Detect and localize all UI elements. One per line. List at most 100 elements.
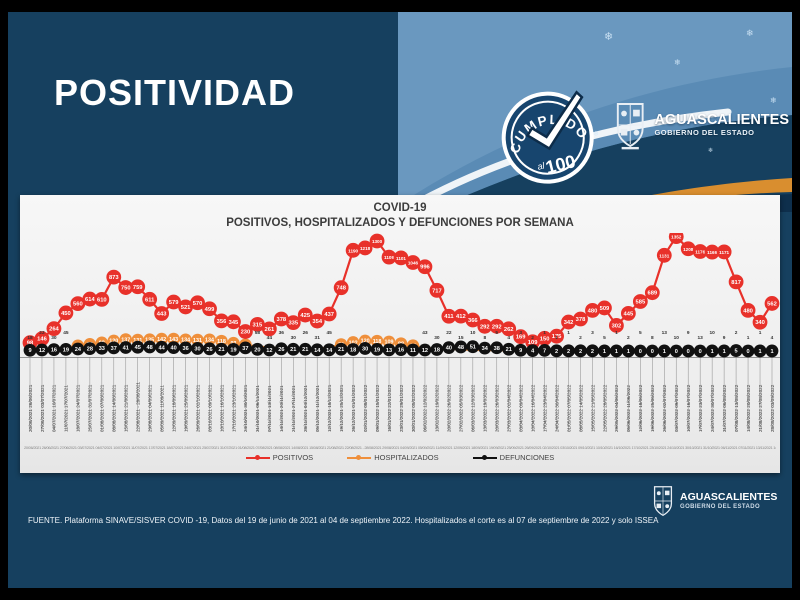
defunciones-value-label: 1 [627, 349, 630, 355]
positivos-point [130, 279, 146, 295]
x-axis-week-label: 14/11/2021 20/11/2021 [279, 385, 284, 432]
defunciones-value-label: 18 [350, 347, 356, 353]
x-axis-week-label: 01/08/2021 07/08/2021 [100, 384, 105, 432]
positivos-value-label: 302 [612, 323, 622, 329]
defunciones-point [274, 342, 288, 356]
positivos-point [214, 313, 229, 329]
defunciones-value-label: 28 [87, 347, 93, 353]
x-axis-week-label: 02/01/2022 08/01/2022 [363, 384, 368, 432]
defunciones-point [71, 342, 85, 356]
positivos-value-label: 443 [157, 312, 167, 318]
positivos-point [609, 318, 624, 333]
state-logo-subtitle: GOBIERNO DEL ESTADO [654, 127, 755, 137]
positivos-value-label: 570 [193, 301, 203, 307]
positivos-point [297, 307, 313, 323]
positivos-value-label: 1169 [707, 250, 717, 255]
defunciones-value-label: 9 [519, 348, 522, 354]
hospitalizados-small-label: 8 [483, 335, 486, 341]
defunciones-point [645, 344, 659, 358]
positivos-value-label: 1190 [348, 248, 358, 253]
defunciones-point [298, 342, 312, 356]
positivos-value-label: 1171 [719, 250, 729, 255]
defunciones-point [562, 344, 575, 358]
positivos-value-label: 437 [324, 312, 334, 318]
defunciones-value-label: 0 [639, 349, 642, 355]
positivos-value-label: 521 [181, 305, 191, 311]
x-axis-week-label: 17/10/2021 23/10/2021 [231, 384, 236, 432]
hospitalizados-small-label: 9 [723, 335, 726, 341]
positivos-value-label: 335 [288, 321, 298, 327]
x-axis-week-label: 30/01/2022 05/02/2022 [411, 384, 416, 432]
positivos-value-label: 356 [217, 319, 227, 325]
positivos-point [178, 299, 193, 315]
x-axis-week-label: 12/06/2022 18/06/2022 [638, 384, 643, 432]
hospitalizados-small-label: 13 [698, 335, 704, 341]
defunciones-point [107, 341, 121, 355]
positivos-value-label: 499 [205, 307, 215, 313]
positivos-value-label: 445 [624, 311, 634, 317]
x-axis-week-label: 22/05/2022 28/05/2022 [602, 384, 607, 432]
positivos-point [453, 308, 469, 324]
positivos-value-label: 292 [480, 324, 490, 330]
positivos-value-label: 411 [444, 314, 454, 320]
x-axis-week-label: 26/09/2021 02/10/2021 [195, 384, 200, 432]
positivos-value-label: 230 [241, 330, 251, 336]
hospitalizados-small-label: 36 [279, 330, 285, 336]
defunciones-point [83, 342, 97, 356]
x-axis-week-label: 10/04/2022 16/04/2022 [530, 384, 535, 432]
x-axis-week-label: 17/04/2022 23/04/2022 [542, 384, 547, 432]
defunciones-value-label: 2 [591, 349, 594, 355]
positivos-point [585, 302, 600, 318]
positivos-point [704, 244, 720, 260]
x-axis-week-label: 26/12/2021 01/01/2022 [351, 384, 356, 432]
x-axis-week-label: 20/03/2022 26/03/2022 [495, 384, 500, 432]
positivos-point [549, 328, 564, 344]
x-axis-week-label: 08/08/2021 14/08/2021 [112, 384, 117, 432]
x-axis-week-label: 15/05/2022 21/05/2022 [590, 384, 595, 432]
positivos-point [345, 242, 361, 258]
badge-small: al [536, 160, 546, 172]
hospitalizados-value-label: 131 [193, 338, 202, 344]
positivos-point [285, 315, 301, 331]
defunciones-point [95, 341, 109, 355]
positivos-value-label: 146 [37, 337, 47, 343]
defunciones-point [550, 344, 563, 358]
defunciones-value-label: 21 [302, 347, 308, 353]
positivos-value-label: 717 [432, 288, 442, 294]
positivos-value-label: 169 [516, 335, 526, 341]
positivos-value-label: 817 [731, 280, 741, 286]
state-logo: AGUASCALIENTES GOBIERNO DEL ESTADO [614, 90, 789, 160]
defunciones-point [598, 344, 611, 358]
positivos-point [644, 285, 660, 301]
defunciones-value-label: 19 [374, 347, 380, 353]
positivos-value-label: 315 [253, 322, 263, 328]
positivos-point [34, 331, 50, 347]
hospitalizados-small-label: 31 [315, 335, 321, 341]
positivos-point [573, 311, 588, 327]
hospitalizados-value-label: 134 [205, 338, 214, 344]
hospitalizados-value-label: 109 [385, 340, 394, 346]
x-axis-week-label: 05/09/2021 11/09/2021 [159, 385, 164, 432]
positivos-point [249, 316, 265, 332]
positivos-value-label: 996 [420, 265, 430, 271]
defunciones-point [322, 343, 336, 357]
positivos-value-label: 175 [552, 334, 562, 340]
hospitalizados-small-label: 10 [674, 335, 680, 341]
defunciones-value-label: 12 [422, 348, 428, 354]
positivos-value-label: 873 [109, 275, 119, 281]
chart: 20/06/2021 26/06/2021 27/06/2021 03/07/20… [20, 233, 780, 432]
x-axis-week-label: 10/07/2022 16/07/2022 [686, 384, 691, 432]
positivos-value-label: 1101 [396, 256, 406, 261]
coat-of-arms-icon [616, 103, 644, 150]
positivos-point [333, 280, 349, 296]
defunciones-value-label: 2 [567, 349, 570, 355]
defunciones-point [382, 343, 396, 357]
hospitalizados-point [203, 333, 216, 346]
defunciones-value-label: 2 [579, 349, 582, 355]
positivos-value-label: 562 [767, 301, 777, 307]
defunciones-value-label: 0 [747, 349, 750, 355]
defunciones-value-label: 1 [603, 349, 606, 355]
x-axis-week-label: 05/06/2022 11/06/2022 [626, 385, 631, 432]
positivos-point [477, 318, 493, 334]
defunciones-point [191, 342, 204, 355]
